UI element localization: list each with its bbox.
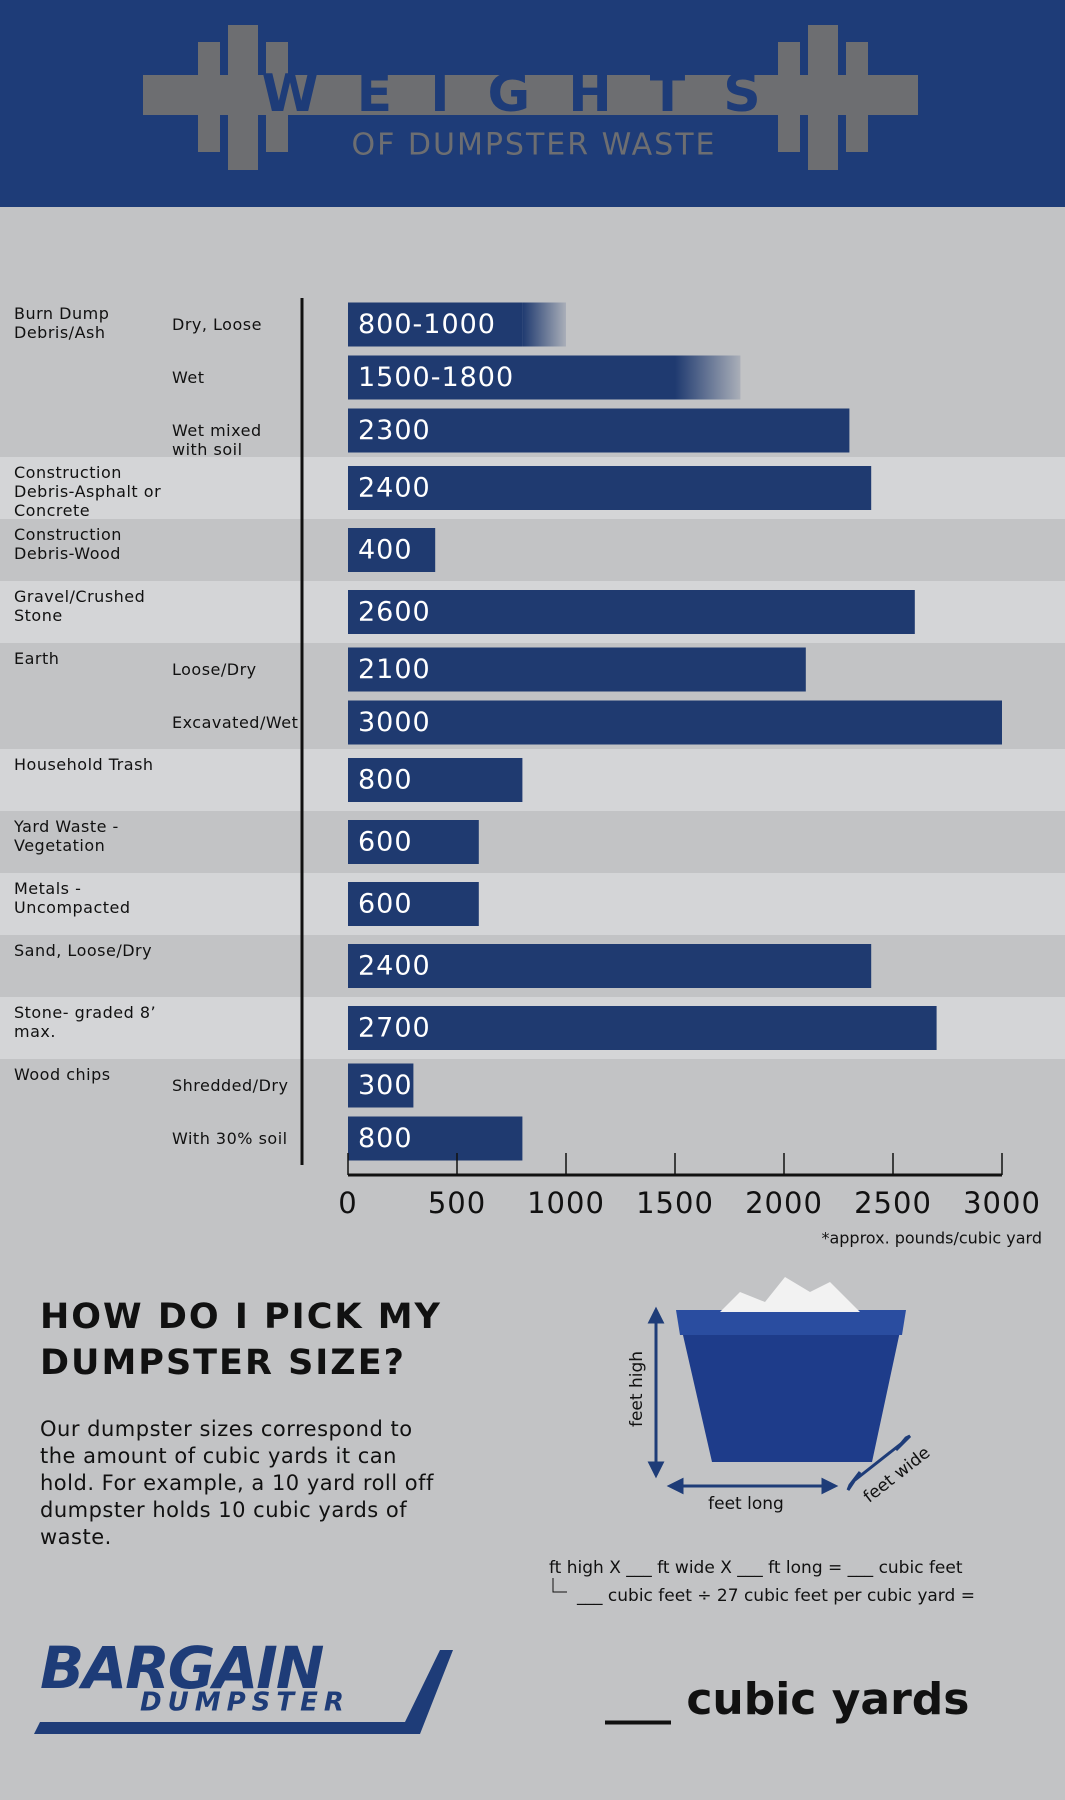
value-label: 2400: [358, 951, 431, 982]
bar: [348, 590, 915, 634]
group-label: Yard Waste - Vegetation: [14, 817, 119, 855]
bar: [348, 882, 479, 926]
x-tick-label: 2000: [745, 1186, 823, 1220]
group-label: Burn Dump Debris/Ash: [14, 304, 110, 342]
logo-name: BARGAIN: [40, 1634, 324, 1702]
value-label: 300: [358, 1070, 413, 1101]
row-band: [0, 811, 1065, 873]
row-band: [0, 873, 1065, 935]
x-tick-label: 2500: [854, 1186, 932, 1220]
x-tick-label: 1000: [527, 1186, 605, 1220]
value-label: 800: [358, 1123, 413, 1154]
value-label: 1500-1800: [358, 362, 514, 393]
bar: [348, 466, 872, 510]
group-label: Gravel/Crushed Stone: [14, 587, 146, 625]
bar: [348, 1063, 414, 1108]
item-label: Wet mixed with soil: [172, 420, 262, 459]
logo-tagline: DUMPSTER: [140, 1688, 350, 1718]
bar: [348, 700, 1002, 745]
group-label: Sand, Loose/Dry: [14, 941, 153, 960]
group-label: Construction Debris-Wood: [14, 525, 122, 563]
item-label: Wet: [172, 367, 205, 387]
item-label: Loose/Dry: [172, 659, 257, 679]
row-band: [0, 1059, 1065, 1165]
group-label: Stone- graded 8’ max.: [14, 1003, 157, 1041]
group-label: Construction Debris-Asphalt or Concrete: [14, 463, 162, 520]
formula-line: ___ cubic feet ÷ 27 cubic feet per cubic…: [576, 1586, 975, 1606]
dumpster: [676, 1277, 906, 1462]
logo-swoosh: [34, 1650, 453, 1734]
bar: [348, 1116, 523, 1161]
unit-note: *approx. pounds/cubic yard: [821, 1229, 1042, 1248]
bar: [348, 1006, 937, 1050]
bar: [348, 944, 872, 988]
bar: [348, 408, 850, 453]
subtitle: OF DUMPSTER WASTE: [351, 128, 716, 163]
guide-body: Our dumpster sizes correspond to the amo…: [40, 1417, 434, 1549]
barbell: [143, 25, 918, 170]
bar: [348, 820, 479, 864]
value-label: 600: [358, 889, 413, 920]
length-label: feet long: [708, 1494, 784, 1514]
value-label: 2700: [358, 1013, 431, 1044]
group-label: Household Trash: [14, 755, 154, 774]
value-label: 600: [358, 827, 413, 858]
value-label: 2400: [358, 473, 431, 504]
item-label: Excavated/Wet: [172, 712, 299, 732]
group-label: Wood chips: [14, 1065, 111, 1084]
value-label: 800-1000: [358, 309, 496, 340]
x-tick-label: 500: [428, 1186, 486, 1220]
value-label: 2100: [358, 654, 431, 685]
value-label: 2600: [358, 597, 431, 628]
row-band: [0, 519, 1065, 581]
title: WEIGHTS: [261, 64, 798, 124]
bar-range: [675, 355, 741, 400]
bar: [348, 355, 675, 400]
formula-line: ft high X ___ ft wide X ___ ft long = __…: [549, 1558, 963, 1578]
value-label: 400: [358, 535, 413, 566]
item-label: Shredded/Dry: [172, 1075, 289, 1095]
bar: [348, 758, 523, 802]
value-label: 800: [358, 765, 413, 796]
bar: [348, 528, 436, 572]
guide-heading: HOW DO I PICK MY DUMPSTER SIZE?: [40, 1297, 442, 1383]
item-label: Dry, Loose: [172, 314, 262, 334]
bar-range: [522, 302, 566, 347]
bar: [348, 302, 523, 347]
formula-arrow: [552, 1578, 567, 1593]
value-label: 2300: [358, 415, 431, 446]
value-label: 3000: [358, 707, 431, 738]
result: ___ cubic yards: [605, 1674, 969, 1725]
x-tick-label: 3000: [963, 1186, 1041, 1220]
x-tick-label: 0: [338, 1186, 357, 1220]
group-label: Earth: [14, 649, 60, 668]
dimension-arrows: [647, 1306, 912, 1495]
bar: [348, 647, 806, 692]
row-band: [0, 749, 1065, 811]
height-label: feet high: [627, 1351, 647, 1427]
group-label: Metals - Uncompacted: [14, 879, 131, 917]
x-tick-label: 1500: [636, 1186, 714, 1220]
item-label: With 30% soil: [172, 1128, 288, 1148]
